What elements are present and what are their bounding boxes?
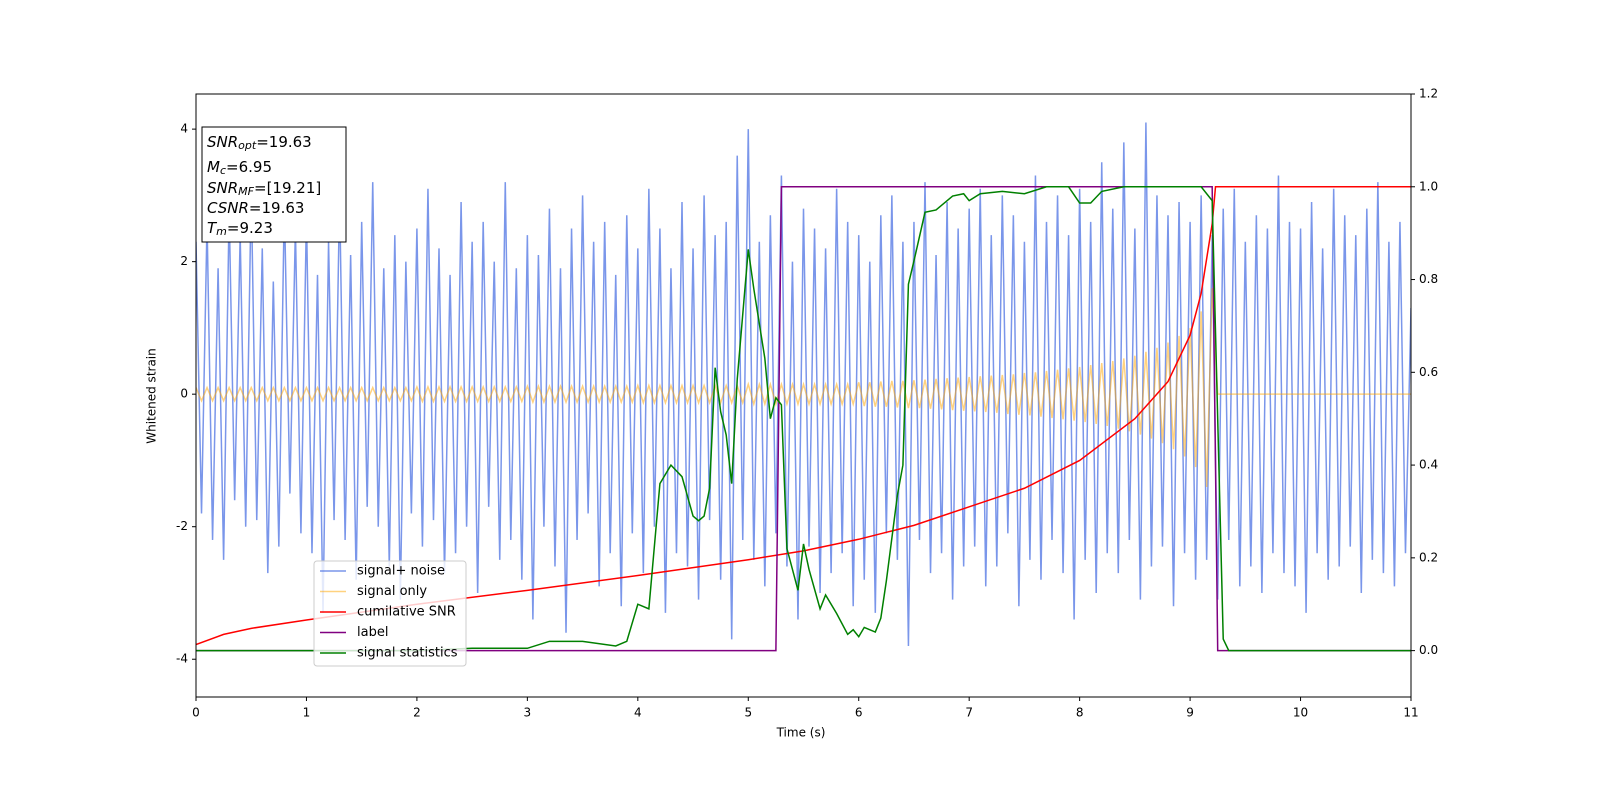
legend-label: signal+ noise xyxy=(357,564,445,579)
legend-label: label xyxy=(357,625,388,640)
x-tick-label: 6 xyxy=(855,706,863,720)
legend-label: signal statistics xyxy=(357,646,458,661)
x-tick-label: 3 xyxy=(524,706,532,720)
x-tick-label: 10 xyxy=(1293,706,1308,720)
y-tick-label: -2 xyxy=(176,519,188,533)
series-line xyxy=(196,186,1411,652)
legend-label: signal only xyxy=(357,584,427,599)
y-tick-label: 2 xyxy=(180,254,188,268)
legend-label: cumilative SNR xyxy=(357,605,456,620)
annotation-name: SNR xyxy=(207,133,238,151)
annotation-text: =19.63 xyxy=(249,199,305,217)
plot-frame xyxy=(195,93,1412,698)
annotation-line: SNRMF=[19.21] xyxy=(207,179,321,199)
annotation-name: SNR xyxy=(207,179,238,197)
y-tick-label: -4 xyxy=(176,652,188,666)
legend-box xyxy=(313,560,467,667)
x-tick-label: 1 xyxy=(303,706,311,720)
series-line xyxy=(196,288,1411,487)
legend: signal+ noise signal only cumilative SNR la… xyxy=(313,560,467,667)
annotation-sub: m xyxy=(216,225,227,238)
x-tick-label: 7 xyxy=(965,706,973,720)
annotation-name: M xyxy=(207,158,220,176)
series-line xyxy=(196,122,1411,646)
annotation-line: SNRopt=19.63 xyxy=(207,133,312,153)
y2-tick-label: 1.2 xyxy=(1419,87,1438,101)
annotation-name: CSNR xyxy=(207,199,249,217)
y2-tick-label: 0.8 xyxy=(1419,272,1438,286)
annotation-box xyxy=(201,126,347,243)
annotation-line: CSNR=19.63 xyxy=(207,199,304,217)
annotation-name: T xyxy=(207,219,218,237)
y2-tick-label: 0.0 xyxy=(1419,643,1438,657)
y2-tick-label: 0.6 xyxy=(1419,365,1438,379)
y2-tick-label: 1.0 xyxy=(1419,179,1438,193)
annotation: SNRopt=19.63Mc=6.95SNRMF=[19.21]CSNR=19.… xyxy=(201,126,347,243)
annotation-text: =[19.21] xyxy=(254,179,321,197)
y-axis-label: Whitened strain xyxy=(145,348,159,444)
annotation-sub: c xyxy=(220,164,226,177)
x-tick-label: 0 xyxy=(192,706,200,720)
x-tick-label: 8 xyxy=(1076,706,1084,720)
x-axis-label: Time (s) xyxy=(776,726,826,740)
annotation-line: Tm=9.23 xyxy=(207,219,273,239)
y-tick-label: 4 xyxy=(180,122,188,136)
x-tick-label: 2 xyxy=(413,706,421,720)
x-tick-label: 11 xyxy=(1403,706,1418,720)
annotation-text: =6.95 xyxy=(226,158,272,176)
annotation-sub: MF xyxy=(238,185,254,198)
annotation-line: Mc=6.95 xyxy=(207,158,272,178)
annotation-text: =19.63 xyxy=(256,133,312,151)
x-tick-label: 9 xyxy=(1186,706,1194,720)
y2-tick-label: 0.2 xyxy=(1419,550,1438,564)
y-tick-label: 0 xyxy=(180,387,188,401)
x-tick-label: 4 xyxy=(634,706,642,720)
annotation-sub: opt xyxy=(238,139,257,152)
y2-tick-label: 0.4 xyxy=(1419,458,1438,472)
annotation-text: =9.23 xyxy=(227,219,273,237)
x-tick-label: 5 xyxy=(744,706,752,720)
